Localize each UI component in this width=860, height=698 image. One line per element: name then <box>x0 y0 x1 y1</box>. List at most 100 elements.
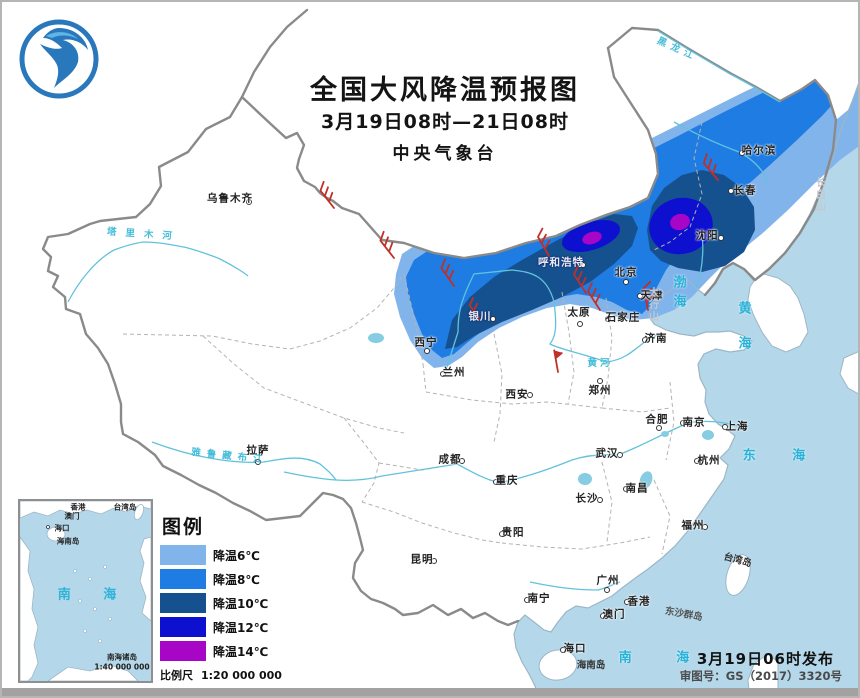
dongting-lake <box>578 473 592 485</box>
province-borders <box>122 121 703 555</box>
wind-barb-icon <box>702 153 719 181</box>
legend: 图例 降温6℃ 降温8℃ 降温10℃ 降温12℃ 降温14℃ 比例尺 1:20 0… <box>160 512 310 683</box>
city-dot <box>642 337 648 343</box>
wind-barb-icon <box>319 180 335 209</box>
city-dot <box>617 452 623 458</box>
city-dot <box>718 235 724 241</box>
scale-value: 1:20 000 000 <box>201 669 282 682</box>
city-label: 拉萨 <box>246 444 270 457</box>
city-dot <box>624 599 630 605</box>
inset-label-hainan: 海南岛 <box>56 536 80 546</box>
poyang-lake <box>639 471 653 489</box>
scale-label: 比例尺 <box>160 669 193 682</box>
legend-item: 降温8℃ <box>160 569 310 589</box>
liao-river <box>695 231 704 289</box>
inset-hainan <box>46 526 66 542</box>
city-dot <box>255 459 261 465</box>
inset-borneo <box>47 664 139 681</box>
taiwan-island <box>725 554 751 596</box>
amur-river <box>657 30 781 103</box>
inset-label-islands: 南海诸岛 <box>107 652 137 662</box>
city-dot <box>490 316 496 322</box>
legend-item: 降温6℃ <box>160 545 310 565</box>
city-label: 郑州 <box>588 384 612 397</box>
legend-item-label: 降温6℃ <box>213 548 260 563</box>
city-label: 成都 <box>438 453 462 466</box>
mountain-label-taihang: 太行山 <box>646 287 658 323</box>
city-dot <box>600 613 606 619</box>
city-dot <box>246 199 252 205</box>
city-dot <box>739 150 745 156</box>
city-label: 南京 <box>682 416 706 429</box>
inset-vietnam-coast <box>20 536 39 681</box>
page-title: 全国大风降温预报图 <box>310 75 580 106</box>
city-label: 上海 <box>725 420 749 433</box>
inset-china-coast <box>20 501 151 519</box>
city-label: 重庆 <box>495 474 519 487</box>
city-dot <box>722 424 728 430</box>
city-label: 济南 <box>644 332 668 345</box>
inset-label-taiwan: 台湾岛 <box>113 502 137 512</box>
logo-swirl <box>40 28 88 88</box>
agency-name: 中央气象台 <box>392 144 498 164</box>
legend-item: 降温14℃ <box>160 641 310 661</box>
city-dot <box>623 486 629 492</box>
map-approval-number: 审图号：GS（2017）3320号 <box>679 669 842 683</box>
tarim-river <box>67 241 249 303</box>
city-dot <box>560 647 566 653</box>
legend-swatch-14c <box>160 641 206 661</box>
city-label: 西宁 <box>414 336 438 349</box>
city-dot <box>604 587 610 593</box>
city-dot <box>623 279 629 285</box>
city-dot <box>728 188 734 194</box>
city-label: 广州 <box>596 574 620 587</box>
inset-scale: 1:40 000 000 <box>94 662 150 672</box>
city-label: 香港 <box>627 595 651 608</box>
city-label: 海口 <box>563 642 587 655</box>
city-label: 银川 <box>468 310 492 323</box>
city-dot <box>424 348 430 354</box>
yarlung-river <box>151 441 337 481</box>
sea-label-east-china-sea: 东 海 <box>742 448 822 464</box>
city-dot <box>605 316 611 322</box>
city-dot <box>702 524 708 530</box>
luzon-corner <box>747 653 779 696</box>
city-label: 贵阳 <box>501 526 525 539</box>
south-china-sea-inset: 香港 台湾岛 澳门 海口 海南岛 南 海 南海诸岛 1:40 000 000 <box>18 499 153 683</box>
city-label: 昆明 <box>410 553 434 566</box>
inset-philippines <box>139 536 151 622</box>
korea-peninsula <box>747 273 809 353</box>
kyushu-corner <box>839 351 858 395</box>
legend-swatch-12c <box>160 617 206 637</box>
city-dot <box>597 378 603 384</box>
inset-haikou-dot <box>46 525 50 529</box>
city-dot <box>440 371 446 377</box>
city-dot <box>597 497 603 503</box>
city-label: 乌鲁木齐 <box>207 192 253 205</box>
city-label: 天津 <box>640 289 664 302</box>
city-label: 太原 <box>567 306 591 319</box>
rivers <box>67 30 781 591</box>
city-label: 福州 <box>681 519 705 532</box>
wind-barb-icon <box>573 265 587 294</box>
island-label-hainan: 海南岛 <box>576 660 606 671</box>
wind-barb-flag-icon <box>553 349 563 373</box>
sea-label-bohai: 渤海 <box>670 275 686 313</box>
city-dot <box>580 262 586 268</box>
city-dot <box>499 531 505 537</box>
city-dot <box>680 420 686 426</box>
russia-area <box>608 2 858 120</box>
songhua-river <box>673 121 769 183</box>
city-label: 呼和浩特 <box>538 256 584 269</box>
bottom-bar <box>2 688 858 696</box>
lakes <box>368 333 714 489</box>
city-label: 长春 <box>733 184 757 197</box>
legend-title: 图例 <box>162 516 205 538</box>
logo-swirl-accent <box>46 32 78 39</box>
legend-item: 降温10℃ <box>160 593 310 613</box>
inset-label-hongkong: 香港 <box>70 502 86 512</box>
river-label-yellow-river: 黄河 <box>587 358 613 369</box>
wind-barbs <box>319 153 719 373</box>
inset-islands-dots <box>73 565 112 643</box>
